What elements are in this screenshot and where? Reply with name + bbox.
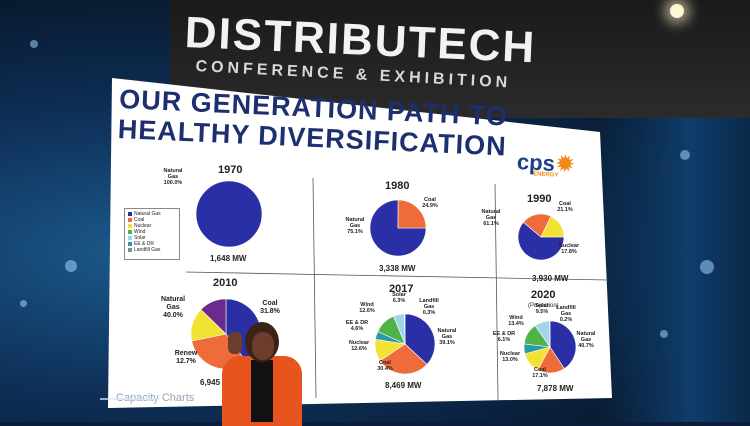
- slice-label: EE & DR 6.1%: [490, 331, 518, 343]
- slice-label: Wind 13.4%: [502, 315, 530, 327]
- legend-swatch: [128, 236, 132, 240]
- chart-total-1980: 3,338 MW: [379, 264, 415, 273]
- legend-swatch: [128, 212, 132, 216]
- legend-swatch: [128, 242, 132, 246]
- slice-label: Coal 17.1%: [526, 367, 554, 379]
- chart-year-1970: 1970: [218, 164, 242, 176]
- slice-label: Natural Gas 75.1%: [341, 217, 369, 235]
- chart-year-2010: 2010: [213, 277, 237, 289]
- pie-slice-natural-gas: [196, 181, 262, 247]
- legend-swatch: [128, 218, 132, 222]
- chart-year-1990: 1990: [527, 193, 551, 205]
- legend-label: Landfill Gas: [134, 247, 160, 253]
- chart-total-2017: 8,469 MW: [385, 381, 421, 390]
- speaker-face: [252, 332, 274, 360]
- slice-label: Nuclear 12.6%: [345, 340, 373, 352]
- legend-swatch: [128, 248, 132, 252]
- slice-label: Landfill Gas 0.2%: [552, 305, 580, 323]
- slice-label: Natural Gas 39.1%: [433, 328, 461, 346]
- legend-swatch: [128, 224, 132, 228]
- slice-label: Coal 24.9%: [416, 197, 444, 209]
- slice-label: Natural Gas 40.7%: [572, 331, 600, 349]
- slice-label: Coal 30.4%: [371, 360, 399, 372]
- slice-label: Natural Gas 61.1%: [477, 209, 505, 227]
- slice-label: Renew 12.7%: [172, 350, 200, 366]
- chart-year-2020: 2020: [531, 289, 555, 301]
- slice-label: Natural Gas 100.0%: [159, 168, 187, 186]
- slice-label: Coal 21.1%: [551, 201, 579, 213]
- slice-label: Nuclear 13.0%: [496, 351, 524, 363]
- legend-item: Landfill Gas: [128, 247, 176, 253]
- chart-legend: Natural Gas Coal Nuclear Wind Solar EE &…: [124, 208, 180, 260]
- slice-label: Landfill Gas 0.3%: [415, 298, 443, 316]
- slice-label: Coal 31.8%: [256, 300, 284, 316]
- slice-label: Nuclear 17.8%: [555, 243, 583, 255]
- chart-total-1990: 3,930 MW: [532, 274, 568, 283]
- chart-total-1970: 1,648 MW: [210, 254, 246, 263]
- speaker-shirt: [251, 360, 273, 422]
- chart-year-1980: 1980: [385, 180, 409, 192]
- stage-podium: [100, 398, 160, 424]
- slice-label: Natural Gas 40.0%: [159, 296, 187, 320]
- slice-label: EE & DR 4.6%: [343, 320, 371, 332]
- cps-logo-subtext: ENERGY: [533, 171, 559, 178]
- chart-total-2020: 7,878 MW: [537, 384, 573, 393]
- legend-swatch: [128, 230, 132, 234]
- speaker-hand: [228, 332, 242, 354]
- chart-total-2010: 6,945: [200, 378, 220, 387]
- slice-label: Wind 12.6%: [353, 302, 381, 314]
- slice-label: Solar 6.3%: [385, 292, 413, 304]
